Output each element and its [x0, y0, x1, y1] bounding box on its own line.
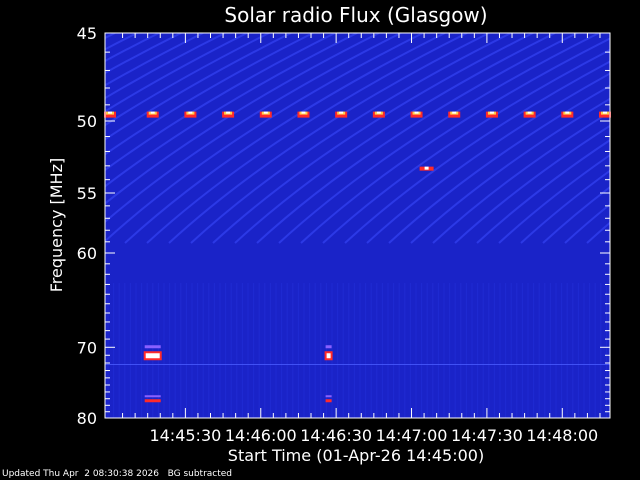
footer-status: Updated Thu Apr 2 08:30:38 2026 BG subtr… [2, 469, 232, 479]
drift-streak [366, 72, 610, 244]
y-axis: 45 50 55 60 70 80 [77, 24, 610, 428]
spike-mark [599, 111, 611, 118]
burst-71MHz-a [143, 345, 162, 403]
x-tick-label: 14:47:00 [376, 426, 448, 445]
drift-streak [105, 33, 182, 75]
drift-streak [454, 124, 610, 244]
spike-mark [335, 111, 348, 118]
drift-streak [124, 33, 446, 244]
drift-streak [300, 37, 610, 244]
x-tick-label: 14:46:30 [300, 426, 372, 445]
y-axis-label: Frequency [MHz] [47, 158, 66, 292]
drift-streak [105, 33, 380, 205]
plot-frame [104, 32, 611, 419]
x-axis-label: Start Time (01-Apr-26 14:45:00) [228, 446, 484, 465]
drift-streak [105, 33, 292, 141]
drift-streak [344, 60, 610, 244]
y-tick-label: 55 [77, 184, 97, 203]
drift-streak [564, 203, 610, 244]
drift-streak [542, 185, 610, 244]
spike-mark [485, 111, 498, 118]
drift-streak [388, 84, 610, 244]
x-tick-label: 14:45:30 [149, 426, 221, 445]
spike-mark [523, 111, 536, 118]
drift-streak [212, 33, 534, 244]
drift-streak [105, 33, 358, 188]
drift-streak [498, 153, 610, 244]
drift-streak [105, 33, 248, 113]
spike-mark [146, 111, 159, 118]
y-tick-label: 45 [77, 24, 97, 43]
drift-streak [168, 33, 490, 244]
drift-streak [278, 33, 600, 244]
burst-71MHz-b [324, 345, 333, 403]
drift-streak [105, 33, 402, 224]
spike-mark [222, 111, 235, 118]
drift-streak [410, 97, 610, 244]
burst-features [104, 111, 611, 403]
x-tick-label: 14:47:30 [451, 426, 523, 445]
spike-mark [297, 111, 310, 118]
spike-mark [561, 111, 574, 118]
drift-streak [520, 169, 610, 244]
drift-streak [105, 33, 226, 100]
x-tick-label: 14:46:00 [225, 426, 297, 445]
spike-mark [259, 111, 272, 118]
y-tick-label: 80 [77, 409, 97, 428]
spike-mark [184, 111, 197, 118]
drift-streak [190, 33, 512, 244]
spike-mark [104, 111, 116, 118]
drift-streak [105, 33, 160, 63]
y-tick-label: 60 [77, 244, 97, 263]
drift-streak [105, 33, 314, 156]
x-tick-label: 14:48:00 [526, 426, 598, 445]
y-tick-label: 50 [77, 112, 97, 131]
spike-mark [372, 111, 385, 118]
spike-mark [410, 111, 423, 118]
drift-streaks [105, 33, 610, 418]
spike-mark [448, 111, 461, 118]
footer-note: BG subtracted [167, 469, 233, 479]
drift-streak [476, 138, 610, 244]
drift-streak [105, 33, 336, 172]
chart-title: Solar radio Flux (Glasgow) [224, 3, 487, 27]
drift-streak [322, 48, 610, 244]
footer-updated: Updated Thu Apr 2 08:30:38 2026 [2, 469, 159, 479]
drift-streak [105, 33, 270, 127]
drift-streak [256, 33, 578, 244]
drift-streak [432, 110, 610, 244]
drift-streak [105, 33, 424, 243]
burst-53MHz [419, 166, 434, 171]
x-axis: 14:45:30 14:46:00 14:46:30 14:47:00 14:47:30… [122, 33, 601, 445]
y-tick-label: 70 [77, 338, 97, 357]
drift-streak [234, 33, 556, 244]
plot-area [104, 33, 611, 418]
drift-streak [105, 33, 204, 87]
drift-streak [146, 33, 468, 244]
